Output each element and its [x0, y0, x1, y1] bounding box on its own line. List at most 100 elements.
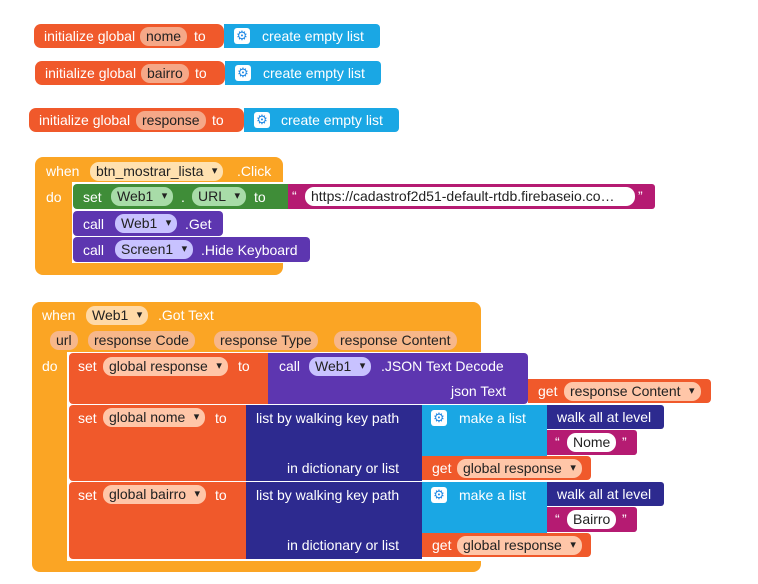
do-label: do: [46, 189, 62, 205]
create-empty-list-block[interactable]: ⚙ create empty list: [244, 108, 399, 132]
url-string-field[interactable]: https://cadastrof2d51-default-rtdb.fireb…: [305, 187, 635, 206]
set-global-nome-block[interactable]: set global nome to: [69, 405, 246, 481]
init-global-nome-block[interactable]: initialize global nome to: [34, 24, 224, 48]
param-response-type[interactable]: response Type: [214, 331, 318, 350]
call-label: call: [83, 216, 105, 232]
call-screen1-hidekeyboard-block[interactable]: call Screen1 .Hide Keyboard: [73, 237, 310, 262]
gear-icon[interactable]: ⚙: [431, 487, 447, 503]
make-list-label: make a list: [459, 410, 526, 426]
walk-key-path-block[interactable]: list by walking key path in dictionary o…: [246, 482, 422, 559]
get-response-content-block[interactable]: get response Content: [528, 379, 711, 403]
property-dropdown[interactable]: URL: [192, 187, 247, 206]
set-label: set: [78, 487, 97, 503]
gear-icon[interactable]: ⚙: [254, 112, 270, 128]
to-label: to: [194, 28, 206, 44]
in-dictionary-label: in dictionary or list: [287, 537, 400, 553]
to-label: to: [238, 358, 250, 374]
make-list-label: make a list: [459, 487, 526, 503]
set-label: set: [78, 358, 97, 374]
walk-all-at-level-block[interactable]: walk all at level: [547, 482, 664, 506]
event-component-dropdown[interactable]: btn_mostrar_lista: [90, 162, 224, 181]
create-empty-list-block[interactable]: ⚙ create empty list: [225, 61, 381, 85]
variable-dropdown[interactable]: global nome: [103, 408, 206, 427]
set-global-response-block[interactable]: set global response to: [69, 353, 268, 404]
string-field[interactable]: Bairro: [567, 510, 617, 529]
quote-close: ”: [638, 188, 643, 204]
component-dropdown[interactable]: Web1: [111, 187, 174, 206]
gear-icon[interactable]: ⚙: [431, 410, 447, 426]
init-global-label: initialize global: [45, 65, 137, 81]
variable-dropdown[interactable]: global response: [457, 459, 582, 478]
variable-dropdown[interactable]: global response: [457, 536, 582, 555]
set-web1-url-block[interactable]: set Web1 . URL to: [73, 184, 288, 209]
quote-close: ”: [622, 511, 627, 527]
set-global-bairro-block[interactable]: set global bairro to: [69, 482, 246, 559]
init-global-response-block[interactable]: initialize global response to: [29, 108, 244, 132]
variable-dropdown[interactable]: response Content: [564, 382, 701, 401]
walk-label: list by walking key path: [256, 487, 400, 503]
json-text-label: json Text: [451, 383, 506, 399]
create-empty-list-label: create empty list: [262, 28, 364, 44]
string-field[interactable]: Nome: [567, 433, 617, 452]
global-name-field[interactable]: bairro: [141, 64, 189, 83]
set-label: set: [83, 189, 102, 205]
quote-open: “: [555, 511, 560, 527]
component-dropdown[interactable]: Screen1: [115, 240, 194, 259]
set-label: set: [78, 410, 97, 426]
json-decode-block[interactable]: call Web1 .JSON Text Decode json Text: [268, 353, 528, 404]
call-label: call: [279, 358, 301, 374]
make-a-list-block[interactable]: ⚙ make a list: [422, 405, 547, 456]
when-label: when: [42, 307, 76, 323]
gear-icon[interactable]: ⚙: [234, 28, 250, 44]
in-dictionary-label: in dictionary or list: [287, 460, 400, 476]
get-label: get: [538, 383, 558, 399]
when-label: when: [46, 163, 80, 179]
call-web1-get-block[interactable]: call Web1 .Get: [73, 211, 223, 236]
get-label: get: [432, 460, 452, 476]
to-label: to: [254, 189, 266, 205]
global-name-field[interactable]: response: [136, 111, 206, 130]
url-string-block[interactable]: “ https://cadastrof2d51-default-rtdb.fir…: [288, 184, 655, 209]
to-label: to: [215, 410, 227, 426]
to-label: to: [195, 65, 207, 81]
walk-all-label: walk all at level: [557, 486, 652, 502]
call-label: call: [83, 242, 105, 258]
string-nome-block[interactable]: “ Nome ”: [547, 430, 637, 455]
get-global-response-block[interactable]: get global response: [422, 456, 591, 480]
walk-label: list by walking key path: [256, 410, 400, 426]
event-component-dropdown[interactable]: Web1: [86, 306, 149, 325]
create-empty-list-label: create empty list: [281, 112, 383, 128]
get-global-response-block[interactable]: get global response: [422, 533, 591, 557]
walk-all-at-level-block[interactable]: walk all at level: [547, 405, 664, 429]
create-empty-list-label: create empty list: [263, 65, 365, 81]
component-dropdown[interactable]: Web1: [309, 357, 372, 376]
init-global-bairro-block[interactable]: initialize global bairro to: [35, 61, 225, 85]
method-label: .Hide Keyboard: [201, 242, 298, 258]
event-name-label: .Click: [237, 163, 272, 179]
global-name-field[interactable]: nome: [140, 27, 188, 46]
method-label: .Get: [185, 216, 212, 232]
to-label: to: [212, 112, 224, 128]
quote-close: ”: [622, 434, 627, 450]
init-global-label: initialize global: [39, 112, 131, 128]
create-empty-list-block[interactable]: ⚙ create empty list: [224, 24, 380, 48]
gear-icon[interactable]: ⚙: [235, 65, 251, 81]
string-bairro-block[interactable]: “ Bairro ”: [547, 507, 637, 532]
param-response-code[interactable]: response Code: [88, 331, 195, 350]
dot-label: .: [181, 189, 185, 205]
param-url[interactable]: url: [50, 331, 78, 350]
param-response-content[interactable]: response Content: [334, 331, 457, 350]
component-dropdown[interactable]: Web1: [115, 214, 178, 233]
event-name-label: .Got Text: [158, 307, 214, 323]
method-label: .JSON Text Decode: [381, 358, 504, 374]
make-a-list-block[interactable]: ⚙ make a list: [422, 482, 547, 533]
to-label: to: [215, 487, 227, 503]
walk-key-path-block[interactable]: list by walking key path in dictionary o…: [246, 405, 422, 481]
init-global-label: initialize global: [44, 28, 136, 44]
quote-open: “: [555, 434, 560, 450]
get-label: get: [432, 537, 452, 553]
variable-dropdown[interactable]: global bairro: [103, 485, 207, 504]
walk-all-label: walk all at level: [557, 409, 652, 425]
variable-dropdown[interactable]: global response: [103, 357, 228, 376]
do-label: do: [42, 358, 58, 374]
